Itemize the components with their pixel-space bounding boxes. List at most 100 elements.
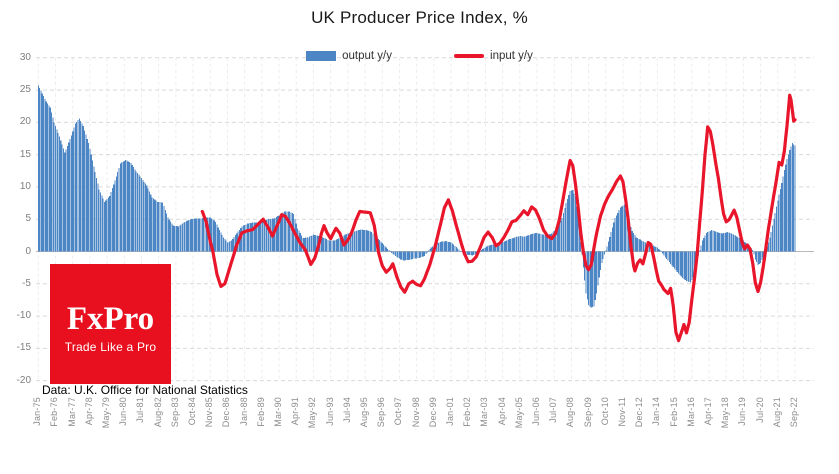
output-bar <box>513 237 516 252</box>
output-bar <box>528 235 530 252</box>
output-bar <box>705 232 707 252</box>
output-bar <box>603 251 606 255</box>
output-bar <box>547 234 549 252</box>
output-bar <box>213 220 215 252</box>
output-bar <box>676 251 678 272</box>
output-bar <box>562 212 565 252</box>
output-bar <box>621 206 623 252</box>
output-bar <box>245 224 247 252</box>
output-bar <box>396 251 398 257</box>
output-bar <box>248 223 250 252</box>
output-bar <box>167 217 169 252</box>
output-bar <box>47 103 49 252</box>
output-bar <box>498 243 500 252</box>
output-bar <box>596 251 598 294</box>
output-bar <box>177 226 180 252</box>
output-bar <box>723 233 725 252</box>
output-bar <box>474 251 476 255</box>
output-bar <box>339 237 341 252</box>
output-bar <box>580 241 582 252</box>
output-bar <box>39 88 41 252</box>
output-bar <box>667 251 669 261</box>
output-bar <box>351 232 353 252</box>
output-bar <box>82 126 84 252</box>
output-bar <box>285 211 287 252</box>
output-bar <box>734 235 737 252</box>
output-bar <box>520 236 522 252</box>
output-bar <box>352 231 354 252</box>
output-bar <box>761 251 763 261</box>
output-bar <box>81 123 83 252</box>
output-bar <box>70 135 72 252</box>
y-axis-tick-label: 5 <box>25 213 31 225</box>
output-bar <box>410 251 412 260</box>
output-bar <box>179 225 181 252</box>
output-bar <box>429 248 431 252</box>
output-bar <box>689 251 692 283</box>
output-bar <box>537 233 539 252</box>
output-bar <box>762 251 764 258</box>
output-bar <box>532 233 534 252</box>
output-bar <box>613 222 615 252</box>
output-bar <box>232 238 234 252</box>
output-bar <box>93 166 95 252</box>
output-bar <box>189 219 191 252</box>
output-bar <box>74 123 76 252</box>
output-bar <box>500 242 502 252</box>
output-bar <box>738 238 740 252</box>
output-bar <box>593 251 595 307</box>
output-bar <box>175 225 177 252</box>
output-bar <box>216 224 218 252</box>
output-bar <box>144 183 146 252</box>
output-bar <box>506 240 508 252</box>
output-bar <box>215 221 217 252</box>
legend-input-swatch-icon <box>454 54 485 58</box>
y-axis-tick-label: 0 <box>25 245 31 257</box>
output-bar <box>773 219 775 252</box>
output-bar <box>516 236 518 252</box>
y-axis-tick-label: 30 <box>19 51 31 63</box>
output-bar <box>126 160 128 252</box>
output-bar <box>699 250 701 252</box>
output-bar <box>754 251 756 260</box>
output-bar <box>241 226 243 252</box>
output-bar <box>291 213 293 252</box>
output-bar <box>54 125 57 252</box>
output-bar <box>383 244 385 252</box>
output-bar <box>107 197 109 252</box>
output-bar <box>269 219 271 252</box>
output-bar <box>578 228 580 252</box>
output-bar <box>204 217 206 252</box>
output-bar <box>794 145 796 252</box>
output-bar <box>778 194 780 252</box>
output-bar <box>176 226 178 252</box>
output-bar <box>106 198 108 252</box>
output-bar <box>760 251 762 264</box>
output-bar <box>771 225 774 252</box>
output-bar <box>752 250 754 252</box>
output-bar <box>458 249 460 252</box>
output-bar <box>561 217 563 252</box>
output-bar <box>728 232 730 252</box>
output-bar <box>373 234 375 252</box>
output-bar <box>510 238 512 252</box>
output-bar <box>160 202 162 252</box>
output-bar <box>347 233 349 252</box>
output-bar <box>80 121 82 252</box>
output-bar <box>609 236 611 252</box>
output-bar <box>467 251 469 255</box>
output-bar <box>408 251 410 260</box>
output-bar <box>635 237 637 252</box>
output-bar <box>361 229 363 252</box>
output-bar <box>499 242 501 252</box>
output-bar <box>193 218 195 252</box>
output-bar <box>220 232 222 252</box>
output-bar <box>543 234 545 252</box>
output-bar <box>110 192 112 252</box>
output-bar <box>572 190 574 252</box>
output-bar <box>574 196 576 252</box>
output-bar <box>152 198 154 252</box>
output-bar <box>536 233 538 252</box>
output-bar <box>656 247 658 252</box>
output-bar <box>606 246 608 252</box>
